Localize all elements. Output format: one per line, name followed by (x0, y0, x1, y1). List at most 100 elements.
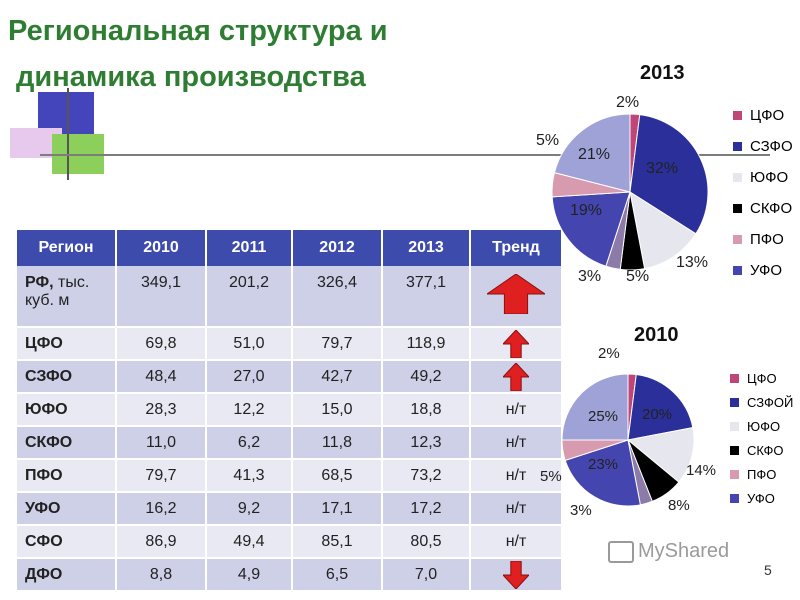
pie-chart-2010 (561, 373, 695, 507)
value-cell: 6,5 (292, 558, 383, 592)
slice-label: 5% (626, 268, 650, 285)
legend-swatch (730, 445, 739, 455)
pie-slice (564, 439, 641, 507)
region-cell: УФО (17, 492, 117, 526)
value-cell: 18,8 (382, 393, 471, 427)
legend-label: ЦФО (747, 370, 777, 386)
pie-slice (553, 113, 631, 193)
pie-slice (627, 373, 694, 441)
value-cell: 6,2 (206, 426, 293, 460)
slice-label: 2% (616, 94, 640, 111)
legend-swatch (733, 204, 742, 213)
value-cell: 11,8 (292, 426, 383, 460)
trend-cell (470, 558, 563, 592)
trend-up-arrow-icon (487, 274, 545, 314)
slice-label: 21% (578, 146, 611, 163)
legend-label: ЦФО (750, 107, 785, 124)
trend-cell (470, 266, 563, 328)
legend-label: УФО (747, 490, 775, 506)
region-name: ЮФО (25, 400, 68, 418)
legend-swatch (733, 142, 742, 151)
region-name: СЗФО (25, 367, 73, 385)
trend-cell: н/т (470, 393, 563, 427)
pie-chart-2013 (551, 113, 709, 271)
trend-cell: н/т (470, 492, 563, 526)
table-row: ПФО 79,7 41,3 68,5 73,2 н/т (17, 459, 563, 493)
legend-label: СЗФОЙ (747, 394, 794, 410)
legend-item: СЗФО (733, 131, 793, 162)
value-cell: 49,2 (382, 360, 471, 394)
value-cell: 4,9 (206, 558, 293, 592)
region-name: ЦФО (25, 334, 63, 352)
slice-label: 5% (540, 468, 562, 485)
table-row: СКФО 11,0 6,2 11,8 12,3 н/т (17, 426, 563, 460)
trend-cell: н/т (470, 525, 563, 559)
slice-label: 19% (570, 202, 603, 219)
value-cell: 68,5 (292, 459, 383, 493)
slice-label: 25% (588, 408, 619, 425)
header-2013: 2013 (382, 230, 471, 266)
chart-2010-title: 2010 (634, 324, 679, 346)
value-cell: 7,0 (382, 558, 471, 592)
region-name: УФО (25, 499, 61, 517)
value-cell: 27,0 (206, 360, 293, 394)
value-cell: 326,4 (292, 266, 383, 328)
value-cell: 86,9 (116, 525, 207, 559)
legend-item: ЮФО (730, 414, 793, 438)
title-line-2: динамика производства (16, 61, 366, 93)
title-line-1: Региональная структура и (8, 15, 388, 47)
value-cell: 79,7 (292, 327, 383, 361)
value-cell: 9,2 (206, 492, 293, 526)
value-cell: 79,7 (116, 459, 207, 493)
slice-label: 23% (588, 456, 619, 473)
legend-swatch (730, 421, 739, 431)
value-cell: 17,2 (382, 492, 471, 526)
region-cell: СФО (17, 525, 117, 559)
region-name: СКФО (25, 433, 73, 451)
value-cell: 11,0 (116, 426, 207, 460)
table-row: УФО 16,2 9,2 17,1 17,2 н/т (17, 492, 563, 526)
legend-item: УФО (733, 255, 793, 286)
table-row: СЗФО 48,4 27,0 42,7 49,2 (17, 360, 563, 394)
deco-horizontal-line (40, 154, 770, 156)
table-row: РФ, тыс. куб. м 349,1 201,2 326,4 377,1 (17, 266, 563, 328)
trend-cell (470, 360, 563, 394)
slice-label: 20% (642, 406, 673, 423)
region-cell: ПФО (17, 459, 117, 493)
value-cell: 16,2 (116, 492, 207, 526)
value-cell: 17,1 (292, 492, 383, 526)
value-cell: 41,3 (206, 459, 293, 493)
legend-label: ПФО (747, 466, 777, 482)
value-cell: 85,1 (292, 525, 383, 559)
page-number: 5 (764, 562, 772, 578)
legend-2010: ЦФО СЗФОЙ ЮФО СКФО ПФО УФО (730, 366, 793, 510)
legend-2013: ЦФО СЗФО ЮФО СКФО ПФО УФО (733, 100, 793, 286)
region-unit: тыс. куб. м (25, 274, 90, 309)
legend-swatch (730, 397, 739, 407)
legend-label: ЮФО (750, 169, 789, 186)
slice-label: 32% (646, 160, 679, 177)
pie-slice (626, 427, 695, 483)
table-header-row: Регион 2010 2011 2012 2013 Тренд (17, 230, 563, 266)
value-cell: 69,8 (116, 327, 207, 361)
table-row: ЮФО 28,3 12,2 15,0 18,8 н/т (17, 393, 563, 427)
header-2012: 2012 (292, 230, 383, 266)
pie-slice (561, 373, 629, 441)
legend-swatch (733, 111, 742, 120)
value-cell: 118,9 (382, 327, 471, 361)
region-cell: ЮФО (17, 393, 117, 427)
trend-cell: н/т (470, 459, 563, 493)
value-cell: 377,1 (382, 266, 471, 328)
legend-item: ЮФО (733, 162, 793, 193)
region-cell: СЗФО (17, 360, 117, 394)
slice-label: 2% (598, 345, 620, 362)
legend-label: ПФО (750, 231, 784, 248)
legend-item: ЦФО (730, 366, 793, 390)
trend-up-arrow-icon (503, 362, 529, 391)
header-region: Регион (17, 230, 117, 266)
value-cell: 12,3 (382, 426, 471, 460)
slice-label: 8% (668, 497, 690, 514)
legend-swatch (730, 493, 739, 503)
legend-item: СКФО (730, 438, 793, 462)
table-row: ЦФО 69,8 51,0 79,7 118,9 (17, 327, 563, 361)
